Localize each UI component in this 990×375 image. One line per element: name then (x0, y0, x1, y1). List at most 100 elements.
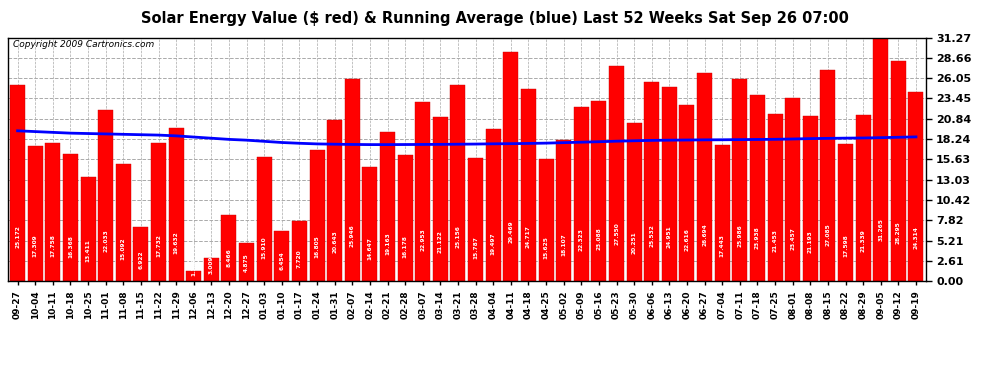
Bar (486, 129, 501, 281)
Bar (750, 94, 765, 281)
Text: 27.085: 27.085 (826, 223, 831, 246)
Text: 22.616: 22.616 (684, 228, 689, 251)
Text: 25.532: 25.532 (649, 225, 654, 248)
Bar (627, 123, 642, 281)
Text: 15.625: 15.625 (544, 236, 548, 259)
Text: Copyright 2009 Cartronics.com: Copyright 2009 Cartronics.com (13, 40, 153, 49)
Bar (785, 98, 800, 281)
Text: 28.295: 28.295 (896, 222, 901, 244)
Text: 13.411: 13.411 (85, 239, 90, 262)
Bar (398, 155, 413, 281)
Text: 15.910: 15.910 (261, 236, 266, 259)
Text: 17.732: 17.732 (156, 234, 161, 256)
Bar (909, 92, 924, 281)
Bar (556, 140, 571, 281)
Text: 4.875: 4.875 (245, 253, 249, 272)
Bar (240, 243, 254, 281)
Bar (662, 87, 677, 281)
Text: 21.193: 21.193 (808, 230, 813, 253)
Bar (415, 102, 431, 281)
Bar (679, 105, 694, 281)
Bar (715, 145, 730, 281)
Bar (380, 132, 395, 281)
Text: 24.717: 24.717 (526, 226, 531, 249)
Bar (186, 271, 201, 281)
Bar (733, 79, 747, 281)
Text: 16.178: 16.178 (403, 236, 408, 258)
Bar (98, 110, 113, 281)
Text: 21.122: 21.122 (438, 230, 443, 253)
Text: 17.309: 17.309 (33, 234, 38, 257)
Text: 27.550: 27.550 (614, 222, 619, 245)
Text: 25.986: 25.986 (738, 224, 742, 247)
Bar (433, 117, 447, 281)
Text: 17.758: 17.758 (50, 234, 55, 256)
Bar (28, 146, 43, 281)
Text: Solar Energy Value ($ red) & Running Average (blue) Last 52 Weeks Sat Sep 26 07:: Solar Energy Value ($ red) & Running Ave… (141, 11, 849, 26)
Text: 23.088: 23.088 (596, 228, 601, 251)
Bar (151, 143, 166, 281)
Text: 6.922: 6.922 (139, 251, 144, 269)
Text: 17.443: 17.443 (720, 234, 725, 257)
Bar (116, 164, 131, 281)
Bar (591, 101, 607, 281)
Text: 19.163: 19.163 (385, 232, 390, 255)
Bar (767, 114, 782, 281)
Text: 19.497: 19.497 (491, 232, 496, 255)
Bar (891, 61, 906, 281)
Bar (274, 231, 289, 281)
Bar (609, 66, 624, 281)
Text: 16.805: 16.805 (315, 235, 320, 258)
Text: 1.369: 1.369 (191, 257, 196, 276)
Text: 23.457: 23.457 (790, 227, 795, 250)
Text: 6.454: 6.454 (279, 251, 284, 270)
Bar (134, 227, 148, 281)
Text: 17.598: 17.598 (843, 234, 848, 257)
Text: 15.787: 15.787 (473, 236, 478, 259)
Bar (10, 85, 25, 281)
Text: 22.953: 22.953 (420, 228, 426, 251)
Bar (521, 88, 536, 281)
Text: 25.156: 25.156 (455, 225, 460, 248)
Bar (46, 143, 60, 281)
Text: 20.251: 20.251 (632, 231, 637, 254)
Text: 29.469: 29.469 (508, 220, 514, 243)
Bar (468, 158, 483, 281)
Text: 7.720: 7.720 (297, 250, 302, 268)
Bar (256, 157, 271, 281)
Bar (310, 150, 325, 281)
Text: 24.314: 24.314 (914, 226, 919, 249)
Bar (204, 258, 219, 281)
Bar (345, 79, 359, 281)
Bar (873, 38, 888, 281)
Bar (838, 144, 853, 281)
Bar (222, 215, 237, 281)
Text: 22.033: 22.033 (103, 229, 108, 252)
Bar (803, 116, 818, 281)
Bar (327, 120, 343, 281)
Text: 26.694: 26.694 (702, 224, 707, 246)
Bar (697, 73, 712, 281)
Bar (168, 128, 183, 281)
Bar (292, 221, 307, 281)
Text: 31.265: 31.265 (878, 218, 883, 241)
Text: 21.339: 21.339 (860, 230, 865, 252)
Bar (80, 177, 96, 281)
Text: 19.632: 19.632 (173, 232, 178, 254)
Bar (574, 107, 589, 281)
Text: 24.951: 24.951 (667, 225, 672, 248)
Text: 25.946: 25.946 (349, 224, 354, 247)
Bar (450, 85, 465, 281)
Text: 25.172: 25.172 (15, 225, 20, 248)
Bar (539, 159, 553, 281)
Text: 23.938: 23.938 (755, 226, 760, 249)
Bar (503, 51, 519, 281)
Text: 8.466: 8.466 (227, 249, 232, 267)
Text: 15.092: 15.092 (121, 237, 126, 260)
Text: 20.643: 20.643 (333, 231, 338, 253)
Text: 22.323: 22.323 (579, 228, 584, 251)
Text: 16.368: 16.368 (68, 236, 73, 258)
Bar (644, 82, 659, 281)
Bar (821, 70, 836, 281)
Bar (63, 154, 78, 281)
